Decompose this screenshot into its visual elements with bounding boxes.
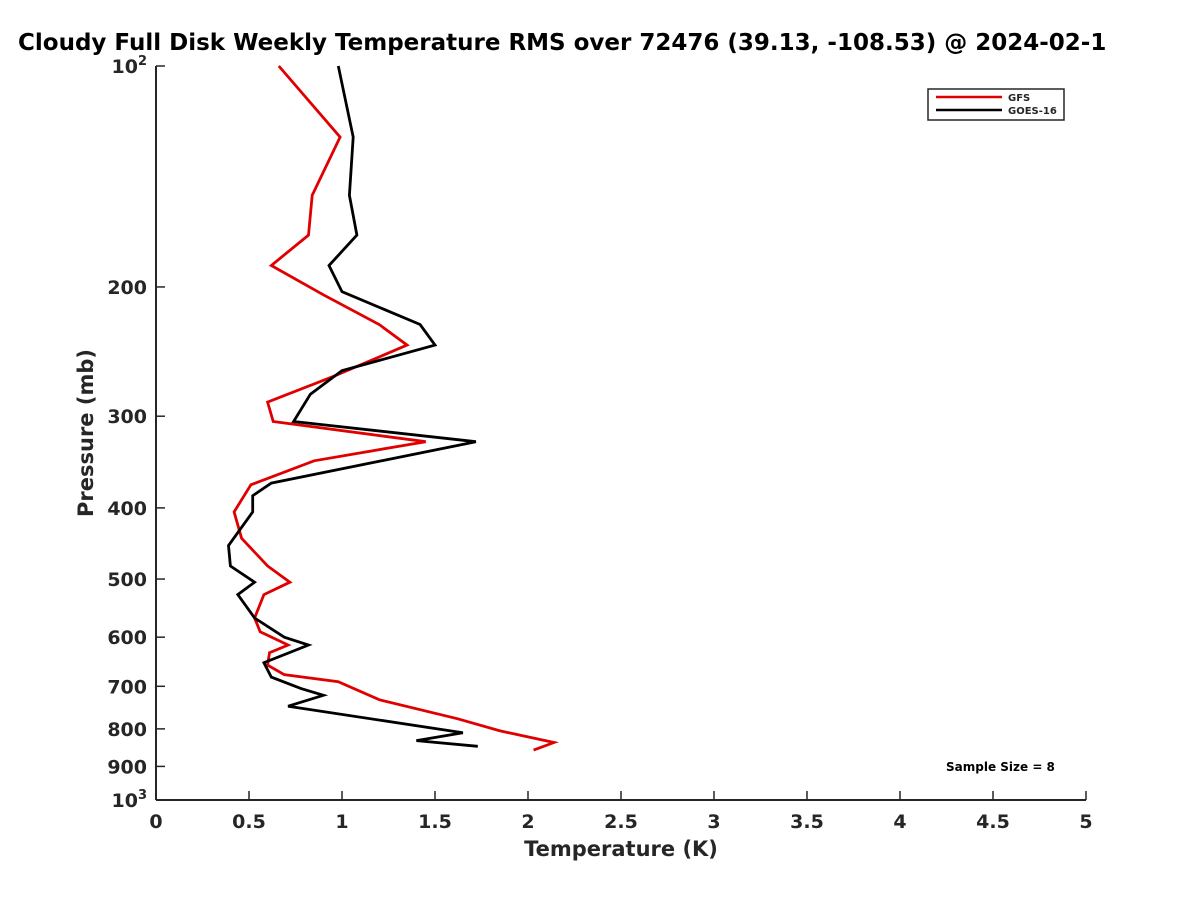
axes: 0 0.5 1 1.5 2 2.5 3 3.5 4 4.5 5 102 200 300 400 500 600… xyxy=(107,54,1092,833)
y-axis-label: Pressure (mb) xyxy=(74,349,98,517)
y-tick-label: 300 xyxy=(107,406,147,428)
legend-label-gfs: GFS xyxy=(1008,93,1030,104)
series-line-gfs xyxy=(232,65,559,752)
x-tick-label: 1 xyxy=(335,811,348,833)
y-tick-label: 102 xyxy=(112,54,148,78)
legend-label-goes16: GOES-16 xyxy=(1008,106,1057,117)
y-tick-label: 200 xyxy=(107,277,147,299)
y-tick-label: 800 xyxy=(107,719,147,741)
x-tick-label: 4 xyxy=(893,811,906,833)
y-tick-label: 500 xyxy=(107,569,147,591)
legend-box xyxy=(927,88,1065,121)
y-tick-label: 700 xyxy=(107,676,147,698)
x-tick-label: 3.5 xyxy=(790,811,824,833)
y-ticks: 102 200 300 400 500 600 700 800 900 103 xyxy=(107,54,165,812)
x-tick-label: 0.5 xyxy=(232,811,266,833)
x-tick-label: 2.5 xyxy=(604,811,638,833)
x-tick-label: 3 xyxy=(707,811,720,833)
legend: GFS GOES-16 xyxy=(927,88,1065,121)
y-tick-label: 600 xyxy=(107,627,147,649)
x-tick-label: 5 xyxy=(1079,811,1092,833)
x-axis-label: Temperature (K) xyxy=(524,837,718,861)
x-tick-label: 1.5 xyxy=(418,811,452,833)
series-lines xyxy=(227,65,559,752)
series-line-goes16 xyxy=(227,65,478,748)
x-tick-label: 0 xyxy=(149,811,162,833)
y-tick-label: 900 xyxy=(107,756,147,778)
y-tick-label: 103 xyxy=(112,788,148,812)
x-tick-label: 4.5 xyxy=(976,811,1010,833)
y-tick-label: 400 xyxy=(107,498,147,520)
sample-size-annotation: Sample Size = 8 xyxy=(946,760,1055,774)
x-ticks: 0 0.5 1 1.5 2 2.5 3 3.5 4 4.5 5 xyxy=(149,791,1093,833)
x-tick-label: 2 xyxy=(521,811,534,833)
chart-title: Cloudy Full Disk Weekly Temperature RMS … xyxy=(18,30,1107,56)
